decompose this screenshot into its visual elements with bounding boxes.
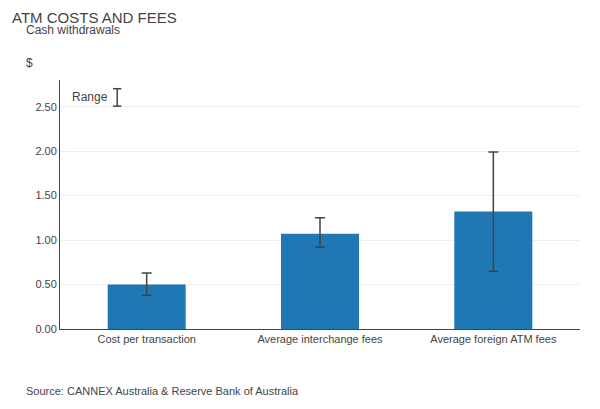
svg-text:2.00: 2.00: [35, 145, 56, 157]
svg-text:2.50: 2.50: [35, 101, 56, 113]
svg-text:1.00: 1.00: [35, 234, 56, 246]
svg-text:Source: CANNEX Australia & Res: Source: CANNEX Australia & Reserve Bank …: [26, 385, 299, 397]
svg-text:Average foreign ATM fees: Average foreign ATM fees: [430, 333, 557, 345]
svg-text:Range: Range: [72, 90, 108, 104]
svg-text:0.50: 0.50: [35, 278, 56, 290]
svg-text:$: $: [26, 56, 33, 70]
svg-text:Average interchange fees: Average interchange fees: [257, 333, 383, 345]
svg-text:0.00: 0.00: [35, 323, 56, 335]
svg-text:Cost per transaction: Cost per transaction: [97, 333, 195, 345]
svg-text:1.50: 1.50: [35, 189, 56, 201]
svg-text:ATM COSTS AND FEES: ATM COSTS AND FEES: [12, 9, 177, 26]
svg-text:Cash withdrawals: Cash withdrawals: [26, 23, 120, 37]
